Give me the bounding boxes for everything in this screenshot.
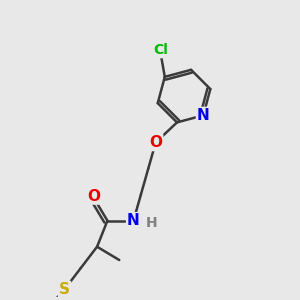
Text: O: O [149,135,162,150]
Text: O: O [88,189,100,204]
Text: Cl: Cl [153,43,168,57]
Text: N: N [197,108,210,123]
Text: N: N [127,213,140,228]
Text: S: S [59,282,70,297]
Text: H: H [146,216,158,230]
